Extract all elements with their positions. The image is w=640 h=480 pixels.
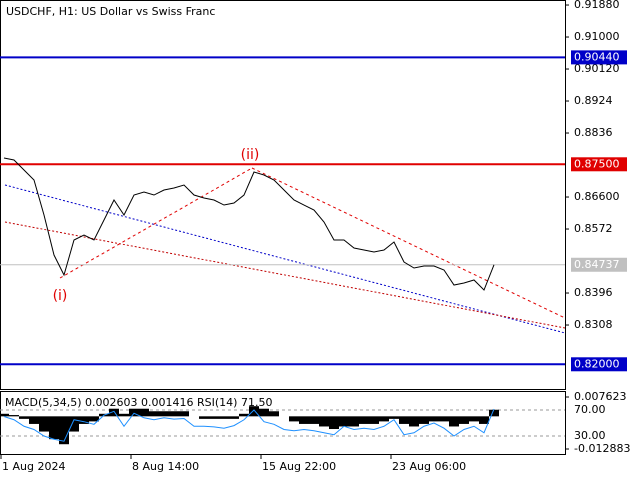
x-tick-label: 1 Aug 2024 xyxy=(2,460,65,473)
histogram-bar xyxy=(59,416,69,445)
wave-line xyxy=(59,167,253,279)
histogram-bar xyxy=(379,416,389,422)
main-frame xyxy=(0,0,566,390)
histogram-bar xyxy=(389,416,399,419)
indicator-frame xyxy=(0,391,566,455)
y-tick-label: -0.012883 xyxy=(574,442,630,455)
histogram-bar xyxy=(79,416,89,424)
level-label: 0.90440 xyxy=(574,50,620,63)
histogram-bar xyxy=(129,408,139,417)
histogram-bar xyxy=(219,416,229,419)
level-label: 0.87500 xyxy=(574,157,620,170)
histogram-bar xyxy=(69,416,79,432)
price-line-series xyxy=(3,157,495,291)
histogram-bar xyxy=(19,416,29,419)
histogram-bar xyxy=(159,411,169,417)
histogram-bar xyxy=(479,416,489,424)
rsi-line xyxy=(3,408,495,442)
histogram-bar xyxy=(409,416,419,427)
x-tick-label: 8 Aug 14:00 xyxy=(132,460,199,473)
histogram-bar xyxy=(249,406,259,417)
histogram-bar xyxy=(139,408,149,417)
histogram-bar xyxy=(259,408,269,417)
histogram-bar xyxy=(369,416,379,424)
histogram-bar xyxy=(269,411,279,417)
histogram-bar xyxy=(319,416,329,427)
trend-line xyxy=(4,184,566,334)
y-tick-label: 0.91880 xyxy=(574,0,620,11)
y-tick-label: 0.86600 xyxy=(574,190,620,203)
y-tick-label: 0.8572 xyxy=(574,222,613,235)
histogram-bar xyxy=(489,409,499,417)
histogram-bar xyxy=(459,416,469,424)
histogram-bar xyxy=(419,416,429,424)
histogram-bar xyxy=(309,416,319,424)
price-label: 0.84737 xyxy=(574,258,620,271)
price-label-box xyxy=(571,257,627,272)
histogram-bar xyxy=(149,411,159,417)
histogram-bar xyxy=(199,416,209,419)
histogram-bar xyxy=(469,416,479,422)
histogram-bar xyxy=(169,411,179,417)
histogram-bar xyxy=(329,416,339,430)
histogram-bar xyxy=(299,416,309,424)
chart-title: USDCHF, H1: US Dollar vs Swiss Franc xyxy=(6,5,215,18)
histogram-bar xyxy=(239,413,249,417)
histogram-bar xyxy=(449,416,459,427)
indicator-title: MACD(5,34,5) 0.002603 0.001416 RSI(14) 7… xyxy=(5,396,272,409)
y-tick-label: 0.8836 xyxy=(574,126,613,139)
histogram-bar xyxy=(109,408,119,417)
y-tick-label: 0.007623 xyxy=(574,390,627,403)
y-tick-label: 0.8308 xyxy=(574,318,613,331)
histogram-bar xyxy=(359,416,369,424)
histogram-bar xyxy=(439,416,449,422)
histogram-bar xyxy=(39,416,49,432)
histogram-bar xyxy=(429,416,439,422)
x-tick-label: 23 Aug 06:00 xyxy=(392,460,466,473)
y-tick-label: 0.90120 xyxy=(574,62,620,75)
wave-label: (i) xyxy=(53,288,68,304)
histogram-bar xyxy=(289,416,299,422)
histogram-bar xyxy=(0,413,9,417)
level-label: 0.82000 xyxy=(574,357,620,370)
histogram-bar xyxy=(29,416,39,424)
wave-label: (ii) xyxy=(241,147,260,163)
y-tick-label: 0.8924 xyxy=(574,94,613,107)
histogram-bar xyxy=(119,413,129,417)
y-tick-label: 0.8396 xyxy=(574,286,613,299)
histogram-bar xyxy=(179,411,189,417)
x-tick-label: 15 Aug 22:00 xyxy=(262,460,336,473)
level-label-box xyxy=(571,157,627,172)
level-label-box xyxy=(571,50,627,65)
histogram-bar xyxy=(229,416,239,419)
histogram-bar xyxy=(399,416,409,424)
y2-tick-label: 70.00 xyxy=(574,403,606,416)
histogram-bar xyxy=(49,416,59,440)
histogram-bar xyxy=(89,416,99,422)
level-label-box xyxy=(571,357,627,372)
trend-line xyxy=(4,221,566,329)
wave-line xyxy=(251,167,566,319)
y-tick-label: 0.91000 xyxy=(574,30,620,43)
histogram-bar xyxy=(339,416,349,427)
histogram-bar xyxy=(9,415,19,417)
histogram-bar xyxy=(349,416,359,427)
histogram-bar xyxy=(209,416,219,419)
y2-tick-label: 30.00 xyxy=(574,429,606,442)
